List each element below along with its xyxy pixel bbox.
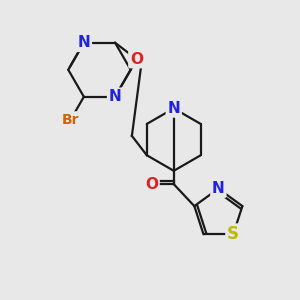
- Text: O: O: [130, 52, 143, 67]
- Text: S: S: [227, 225, 239, 243]
- Text: Br: Br: [62, 113, 79, 127]
- Text: N: N: [167, 101, 180, 116]
- Text: N: N: [109, 89, 122, 104]
- Text: N: N: [77, 35, 90, 50]
- Text: N: N: [212, 181, 225, 196]
- Text: O: O: [145, 177, 158, 192]
